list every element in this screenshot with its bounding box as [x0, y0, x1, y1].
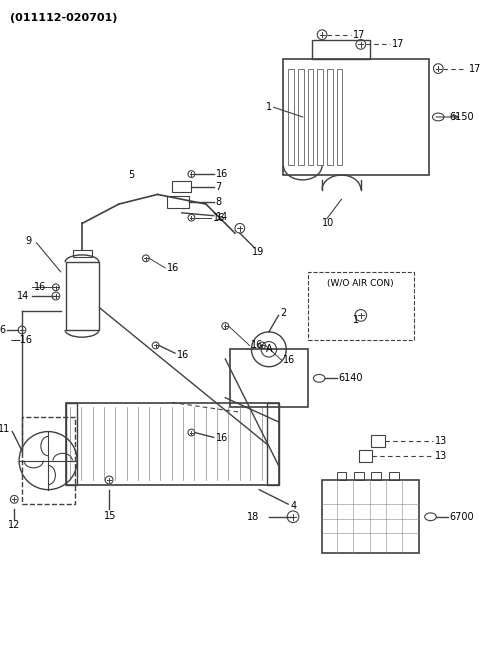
Bar — [66, 403, 77, 485]
Bar — [298, 69, 304, 165]
Text: 1: 1 — [266, 102, 272, 112]
Bar — [308, 272, 414, 340]
Text: 16: 16 — [177, 350, 189, 360]
Text: 11: 11 — [0, 424, 10, 434]
Bar — [22, 417, 75, 504]
Text: 6140: 6140 — [338, 373, 363, 383]
Bar — [230, 349, 308, 407]
Bar — [172, 181, 192, 192]
Text: 18: 18 — [247, 512, 259, 522]
Text: 14: 14 — [17, 291, 29, 301]
Bar — [322, 480, 419, 552]
Bar — [66, 403, 278, 485]
Text: (011112-020701): (011112-020701) — [11, 13, 118, 23]
Text: 16: 16 — [34, 282, 46, 293]
Bar — [267, 403, 278, 485]
Bar — [73, 249, 92, 257]
Text: 16: 16 — [216, 169, 228, 179]
Text: (W/O AIR CON): (W/O AIR CON) — [327, 279, 394, 288]
Text: 10: 10 — [322, 218, 335, 228]
Bar — [283, 59, 429, 175]
Text: 8: 8 — [216, 197, 222, 207]
Bar — [372, 472, 381, 480]
Bar — [317, 69, 323, 165]
Text: 12: 12 — [8, 520, 20, 531]
Text: 1: 1 — [353, 316, 359, 325]
Text: 6: 6 — [0, 325, 6, 335]
Bar — [327, 69, 333, 165]
Text: 17: 17 — [392, 39, 404, 49]
Text: 6150: 6150 — [450, 112, 475, 122]
Text: 13: 13 — [435, 436, 447, 446]
Text: 9: 9 — [25, 236, 31, 246]
Text: 6700: 6700 — [450, 512, 475, 522]
Bar — [336, 69, 342, 165]
Text: 2: 2 — [280, 308, 287, 318]
Text: 16: 16 — [252, 340, 264, 350]
Text: 7: 7 — [216, 182, 222, 192]
Bar — [66, 262, 99, 330]
Bar — [167, 196, 189, 208]
Text: 5: 5 — [129, 170, 135, 180]
Text: 17: 17 — [469, 64, 480, 73]
Bar — [336, 472, 346, 480]
Text: 14: 14 — [216, 212, 228, 222]
Bar — [354, 472, 364, 480]
Text: 16: 16 — [216, 434, 228, 443]
Text: A: A — [265, 344, 272, 354]
Bar — [359, 450, 372, 462]
Text: 13: 13 — [435, 451, 447, 461]
Text: —16: —16 — [11, 335, 32, 344]
Text: 17: 17 — [353, 30, 365, 40]
Bar — [288, 69, 294, 165]
Text: 15: 15 — [104, 511, 117, 521]
Text: 16: 16 — [167, 263, 180, 273]
Text: 4: 4 — [290, 501, 296, 511]
Bar — [312, 39, 371, 59]
Text: 16: 16 — [283, 355, 296, 365]
Bar — [389, 472, 398, 480]
Bar — [372, 436, 385, 447]
Bar — [308, 69, 313, 165]
Text: 16: 16 — [213, 213, 225, 222]
Text: 19: 19 — [252, 247, 264, 258]
